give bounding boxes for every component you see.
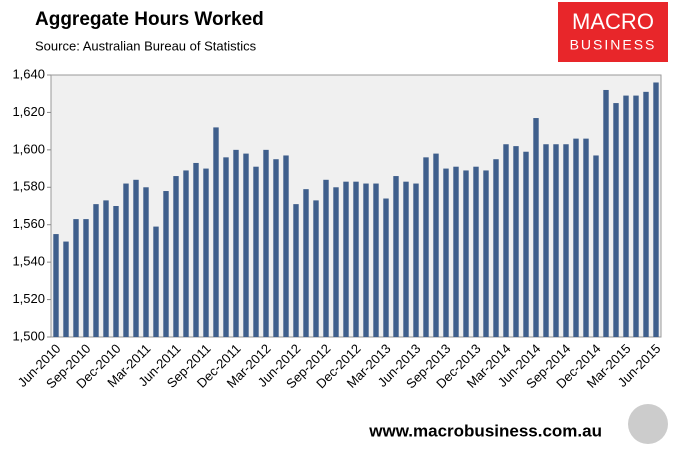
bar — [583, 138, 589, 337]
bar — [533, 118, 539, 338]
bar — [63, 241, 69, 337]
bar — [293, 204, 299, 337]
bar — [623, 95, 629, 337]
bar — [563, 144, 569, 337]
y-tick-label: 1,640 — [12, 66, 45, 81]
bar — [473, 166, 479, 337]
bar — [403, 181, 409, 337]
bar — [203, 168, 209, 337]
y-tick-label: 1,560 — [12, 216, 45, 231]
bar — [483, 170, 489, 337]
bar — [503, 144, 509, 337]
bar — [323, 179, 329, 337]
bar — [173, 176, 179, 337]
bar — [243, 153, 249, 337]
bar — [283, 155, 289, 337]
bar — [73, 219, 79, 337]
bar — [263, 149, 269, 337]
bar — [83, 219, 89, 337]
bar — [513, 146, 519, 337]
bar — [633, 95, 639, 337]
y-tick-label: 1,500 — [12, 328, 45, 343]
bar — [593, 155, 599, 337]
bar — [343, 181, 349, 337]
bar — [143, 187, 149, 337]
wolf-icon — [628, 404, 668, 444]
bar — [393, 176, 399, 337]
bar — [433, 153, 439, 337]
y-tick-label: 1,520 — [12, 291, 45, 306]
bar — [163, 191, 169, 337]
bar — [213, 127, 219, 338]
bar — [133, 179, 139, 337]
bar — [103, 200, 109, 337]
bar — [373, 183, 379, 337]
bar — [123, 183, 129, 337]
bar — [553, 144, 559, 337]
bar — [93, 204, 99, 337]
bar — [333, 187, 339, 337]
y-tick-label: 1,540 — [12, 254, 45, 269]
y-tick-label: 1,580 — [12, 179, 45, 194]
bar — [443, 168, 449, 337]
bar — [253, 166, 259, 337]
y-tick-label: 1,600 — [12, 141, 45, 156]
bar — [463, 170, 469, 337]
bar — [303, 189, 309, 337]
bar — [153, 226, 159, 337]
bar — [363, 183, 369, 337]
bar — [413, 183, 419, 337]
footer-url: www.macrobusiness.com.au — [368, 421, 602, 440]
bar — [113, 206, 119, 337]
bar — [523, 151, 529, 337]
bar — [233, 149, 239, 337]
chart-title: Aggregate Hours Worked — [35, 9, 264, 30]
logo-box — [558, 2, 668, 62]
bar — [543, 144, 549, 337]
bar — [423, 157, 429, 337]
logo-text: MACRO — [572, 9, 654, 34]
bar — [353, 181, 359, 337]
bar — [183, 170, 189, 337]
bar — [453, 166, 459, 337]
y-tick-label: 1,620 — [12, 104, 45, 119]
bar — [613, 103, 619, 337]
bar — [223, 157, 229, 337]
bar — [273, 159, 279, 337]
bar — [493, 159, 499, 337]
bar — [53, 234, 59, 337]
chart-subtitle: Source: Australian Bureau of Statistics — [35, 38, 257, 53]
bar — [193, 162, 199, 337]
bar — [653, 82, 659, 337]
logo-text: BUSINESS — [570, 37, 657, 53]
bar — [573, 138, 579, 337]
bar — [643, 91, 649, 337]
bar — [313, 200, 319, 337]
bar — [383, 198, 389, 337]
bar — [603, 89, 609, 337]
